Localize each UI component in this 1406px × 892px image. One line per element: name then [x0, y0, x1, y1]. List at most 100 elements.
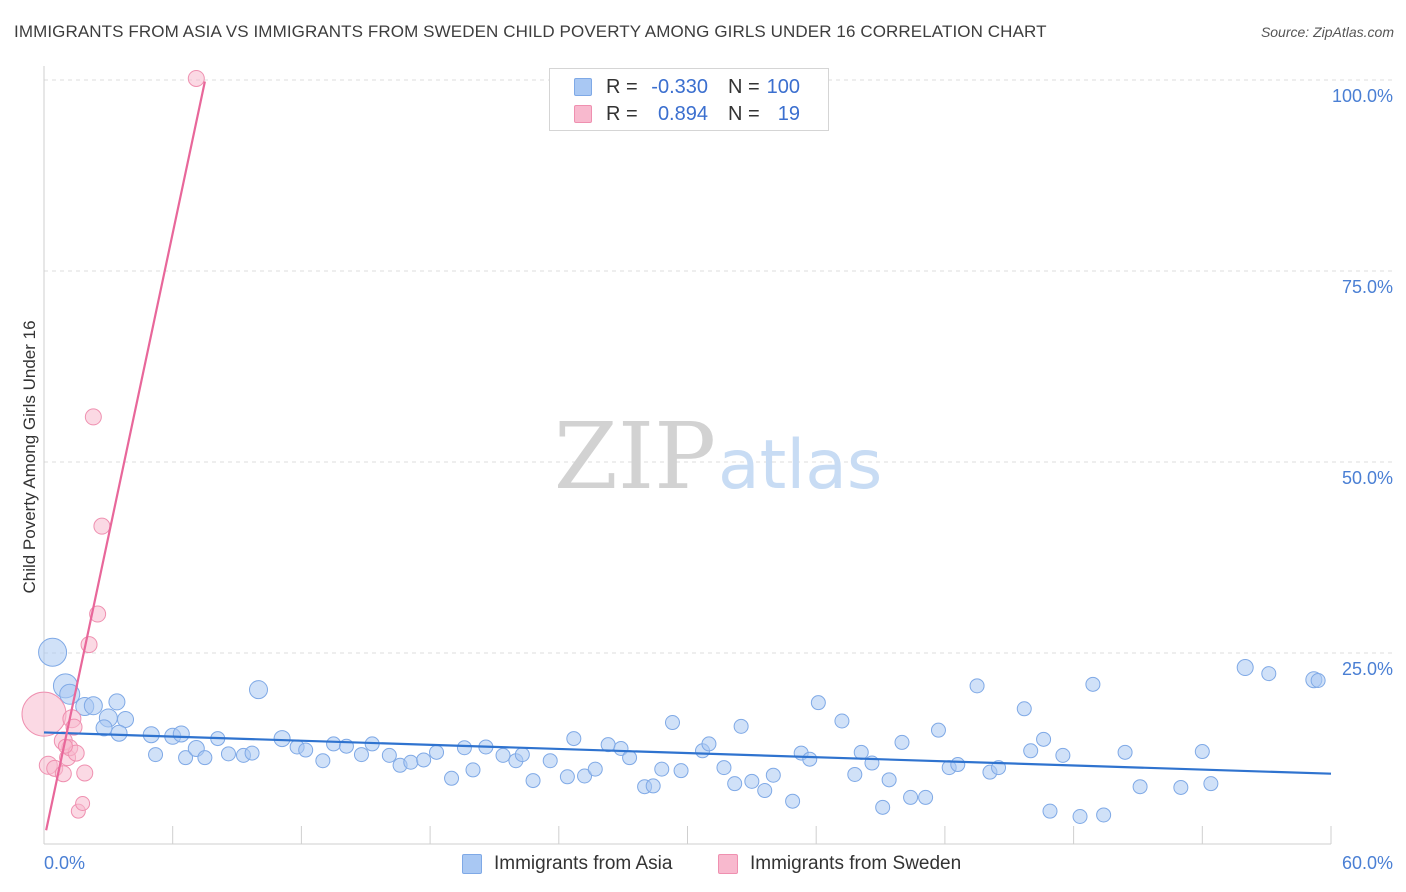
data-point-asia	[1236, 659, 1254, 677]
data-point-asia	[853, 744, 869, 760]
data-point-asia	[1117, 744, 1133, 760]
tick-labels: 25.0% 50.0% 75.0% 100.0% 0.0% 60.0%	[44, 86, 1393, 873]
data-point-asia	[716, 760, 732, 776]
data-point-asia	[1023, 743, 1039, 759]
data-point-asia	[785, 793, 801, 809]
data-point-asia	[178, 750, 194, 766]
legend-r-value: 0.894	[657, 102, 708, 125]
legend-r-label: R =	[606, 75, 638, 98]
data-point-asia	[95, 719, 113, 737]
data-point-asia	[1042, 803, 1058, 819]
data-point-asia	[701, 736, 717, 752]
legend-n-label: N =	[728, 75, 760, 98]
bottom-legend-sweden: Immigrants from Sweden	[718, 852, 961, 876]
data-point-asia	[903, 789, 919, 805]
data-point-sweden	[187, 69, 205, 87]
data-point-asia	[108, 693, 126, 711]
data-point-asia	[1194, 744, 1210, 760]
y-tick-label: 100.0%	[1332, 86, 1393, 106]
watermark-zip: ZIP	[554, 403, 716, 510]
chart-title: IMMIGRANTS FROM ASIA VS IMMIGRANTS FROM …	[14, 22, 1047, 41]
legend-n-value: 100	[766, 75, 800, 98]
correlation-legend: R = -0.330 N = 100 R = 0.894 N = 19	[549, 68, 829, 131]
legend-r-label: R =	[606, 102, 638, 125]
legend-swatch-asia	[574, 78, 592, 96]
data-point-asia	[757, 783, 773, 799]
data-point-asia	[881, 772, 897, 788]
data-point-asia	[444, 770, 460, 786]
x-tick-label: 0.0%	[44, 853, 85, 873]
legend-r-value: -0.330	[651, 75, 708, 98]
y-tick-label: 50.0%	[1342, 468, 1393, 488]
data-point-asia	[744, 773, 760, 789]
legend-n-label: N =	[728, 102, 760, 125]
data-point-asia	[847, 766, 863, 782]
y-tick-label: 25.0%	[1342, 659, 1393, 679]
data-point-asia	[673, 763, 689, 779]
data-point-asia	[525, 773, 541, 789]
chart-source: Source: ZipAtlas.com	[1260, 24, 1394, 40]
data-point-asia	[765, 767, 781, 783]
data-point-sweden	[75, 796, 91, 812]
legend-swatch-asia	[462, 854, 482, 874]
data-point-asia	[727, 776, 743, 792]
data-point-asia	[298, 742, 314, 758]
data-point-asia	[315, 753, 331, 769]
data-point-asia	[894, 734, 910, 750]
data-point-asia	[559, 769, 575, 785]
legend-n-value: 19	[777, 102, 800, 125]
trend-line-asia	[43, 731, 1332, 775]
data-point-asia	[622, 750, 638, 766]
data-point-asia	[220, 746, 236, 762]
data-point-asia	[326, 736, 342, 752]
data-point-asia	[810, 695, 826, 711]
data-point-asia	[403, 754, 419, 770]
data-point-asia	[197, 750, 213, 766]
data-point-asia	[1132, 779, 1148, 795]
data-point-sweden	[76, 764, 94, 782]
data-point-asia	[148, 747, 164, 763]
data-point-asia	[514, 747, 530, 763]
legend-swatch-sweden	[574, 105, 592, 123]
data-point-asia	[353, 747, 369, 763]
data-point-asia	[587, 761, 603, 777]
data-point-asia	[950, 757, 966, 773]
legend-label-sweden: Immigrants from Sweden	[750, 853, 962, 874]
data-point-asia	[1016, 701, 1032, 717]
data-point-asia	[249, 680, 268, 700]
data-point-asia	[244, 745, 260, 761]
data-point-asia	[664, 715, 680, 731]
axes	[43, 66, 1332, 845]
data-point-asia	[1173, 779, 1189, 795]
data-point-sweden	[84, 408, 102, 426]
watermark-atlas: atlas	[718, 426, 882, 505]
data-point-asia	[416, 752, 432, 768]
legend-row-sweden: R = 0.894 N = 19	[574, 102, 800, 126]
data-point-asia	[1310, 673, 1326, 689]
y-axis-title: Child Poverty Among Girls Under 16	[20, 320, 39, 594]
data-point-asia	[733, 718, 749, 734]
data-point-asia	[172, 725, 190, 743]
data-point-sweden	[21, 691, 67, 737]
data-point-asia	[273, 730, 291, 748]
legend-label-asia: Immigrants from Asia	[494, 853, 673, 874]
data-point-asia	[1261, 666, 1277, 682]
data-point-asia	[429, 744, 445, 760]
gridlines	[44, 79, 1393, 654]
legend-row-asia: R = -0.330 N = 100	[574, 75, 800, 99]
data-point-asia	[117, 710, 135, 728]
data-point-asia	[456, 740, 472, 756]
bottom-legend-asia: Immigrants from Asia	[462, 852, 672, 876]
data-point-asia	[645, 778, 661, 794]
data-point-asia	[875, 799, 891, 815]
trend-lines	[43, 81, 1332, 831]
data-point-asia	[83, 696, 103, 716]
data-point-asia	[654, 761, 670, 777]
data-point-asia	[802, 751, 818, 767]
data-point-asia	[1036, 731, 1052, 747]
data-point-asia	[918, 789, 934, 805]
legend-swatch-sweden	[718, 854, 738, 874]
data-point-asia	[566, 731, 582, 747]
data-point-asia	[1055, 747, 1071, 763]
data-point-asia	[38, 637, 68, 667]
